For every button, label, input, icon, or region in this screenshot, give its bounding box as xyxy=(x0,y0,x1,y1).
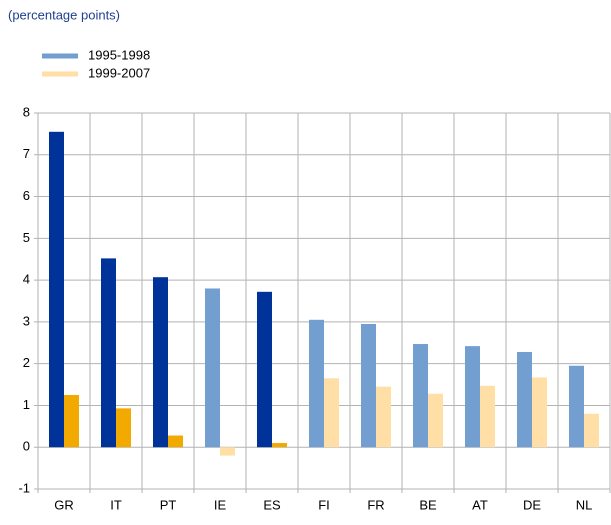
bar xyxy=(517,351,532,448)
bar xyxy=(569,365,584,448)
bar xyxy=(49,131,64,448)
bar xyxy=(361,323,376,448)
y-tick-label: 3 xyxy=(23,313,30,328)
y-tick-label: 7 xyxy=(23,146,30,161)
bar xyxy=(64,395,79,448)
x-tick-label: PT xyxy=(160,497,177,512)
bar xyxy=(168,435,183,448)
x-tick-label: GR xyxy=(54,497,74,512)
y-tick-label: 2 xyxy=(23,355,30,370)
bar xyxy=(465,346,480,448)
y-tick-label: 6 xyxy=(23,188,30,203)
x-tick-label: FR xyxy=(367,497,384,512)
x-tick-label: AT xyxy=(472,497,488,512)
y-tick-label: 0 xyxy=(23,439,30,454)
bar xyxy=(309,319,324,448)
bar xyxy=(584,413,599,448)
bar xyxy=(220,447,235,456)
y-tick-label: 1 xyxy=(23,397,30,412)
y-tick-label: 8 xyxy=(23,104,30,119)
bar xyxy=(116,408,131,448)
x-tick-label: ES xyxy=(263,497,281,512)
bar xyxy=(376,386,391,448)
legend-label: 1995-1998 xyxy=(88,47,150,62)
y-tick-label: 5 xyxy=(23,230,30,245)
bar xyxy=(257,291,272,448)
bar xyxy=(413,344,428,448)
y-tick-label: 4 xyxy=(23,272,30,287)
bar xyxy=(272,443,287,448)
bar xyxy=(324,378,339,448)
y-tick-label: -1 xyxy=(18,480,30,495)
x-tick-label: BE xyxy=(419,497,437,512)
bar xyxy=(428,393,443,448)
x-tick-label: DE xyxy=(523,497,541,512)
bar xyxy=(101,258,116,448)
x-tick-label: IT xyxy=(110,497,122,512)
bar xyxy=(480,385,495,448)
bar xyxy=(153,277,168,448)
bar xyxy=(532,377,547,448)
bar xyxy=(205,288,220,448)
chart-subtitle: (percentage points) xyxy=(8,7,120,22)
x-tick-label: FI xyxy=(318,497,330,512)
legend-label: 1999-2007 xyxy=(88,65,150,80)
x-tick-label: NL xyxy=(576,497,593,512)
x-tick-label: IE xyxy=(214,497,227,512)
